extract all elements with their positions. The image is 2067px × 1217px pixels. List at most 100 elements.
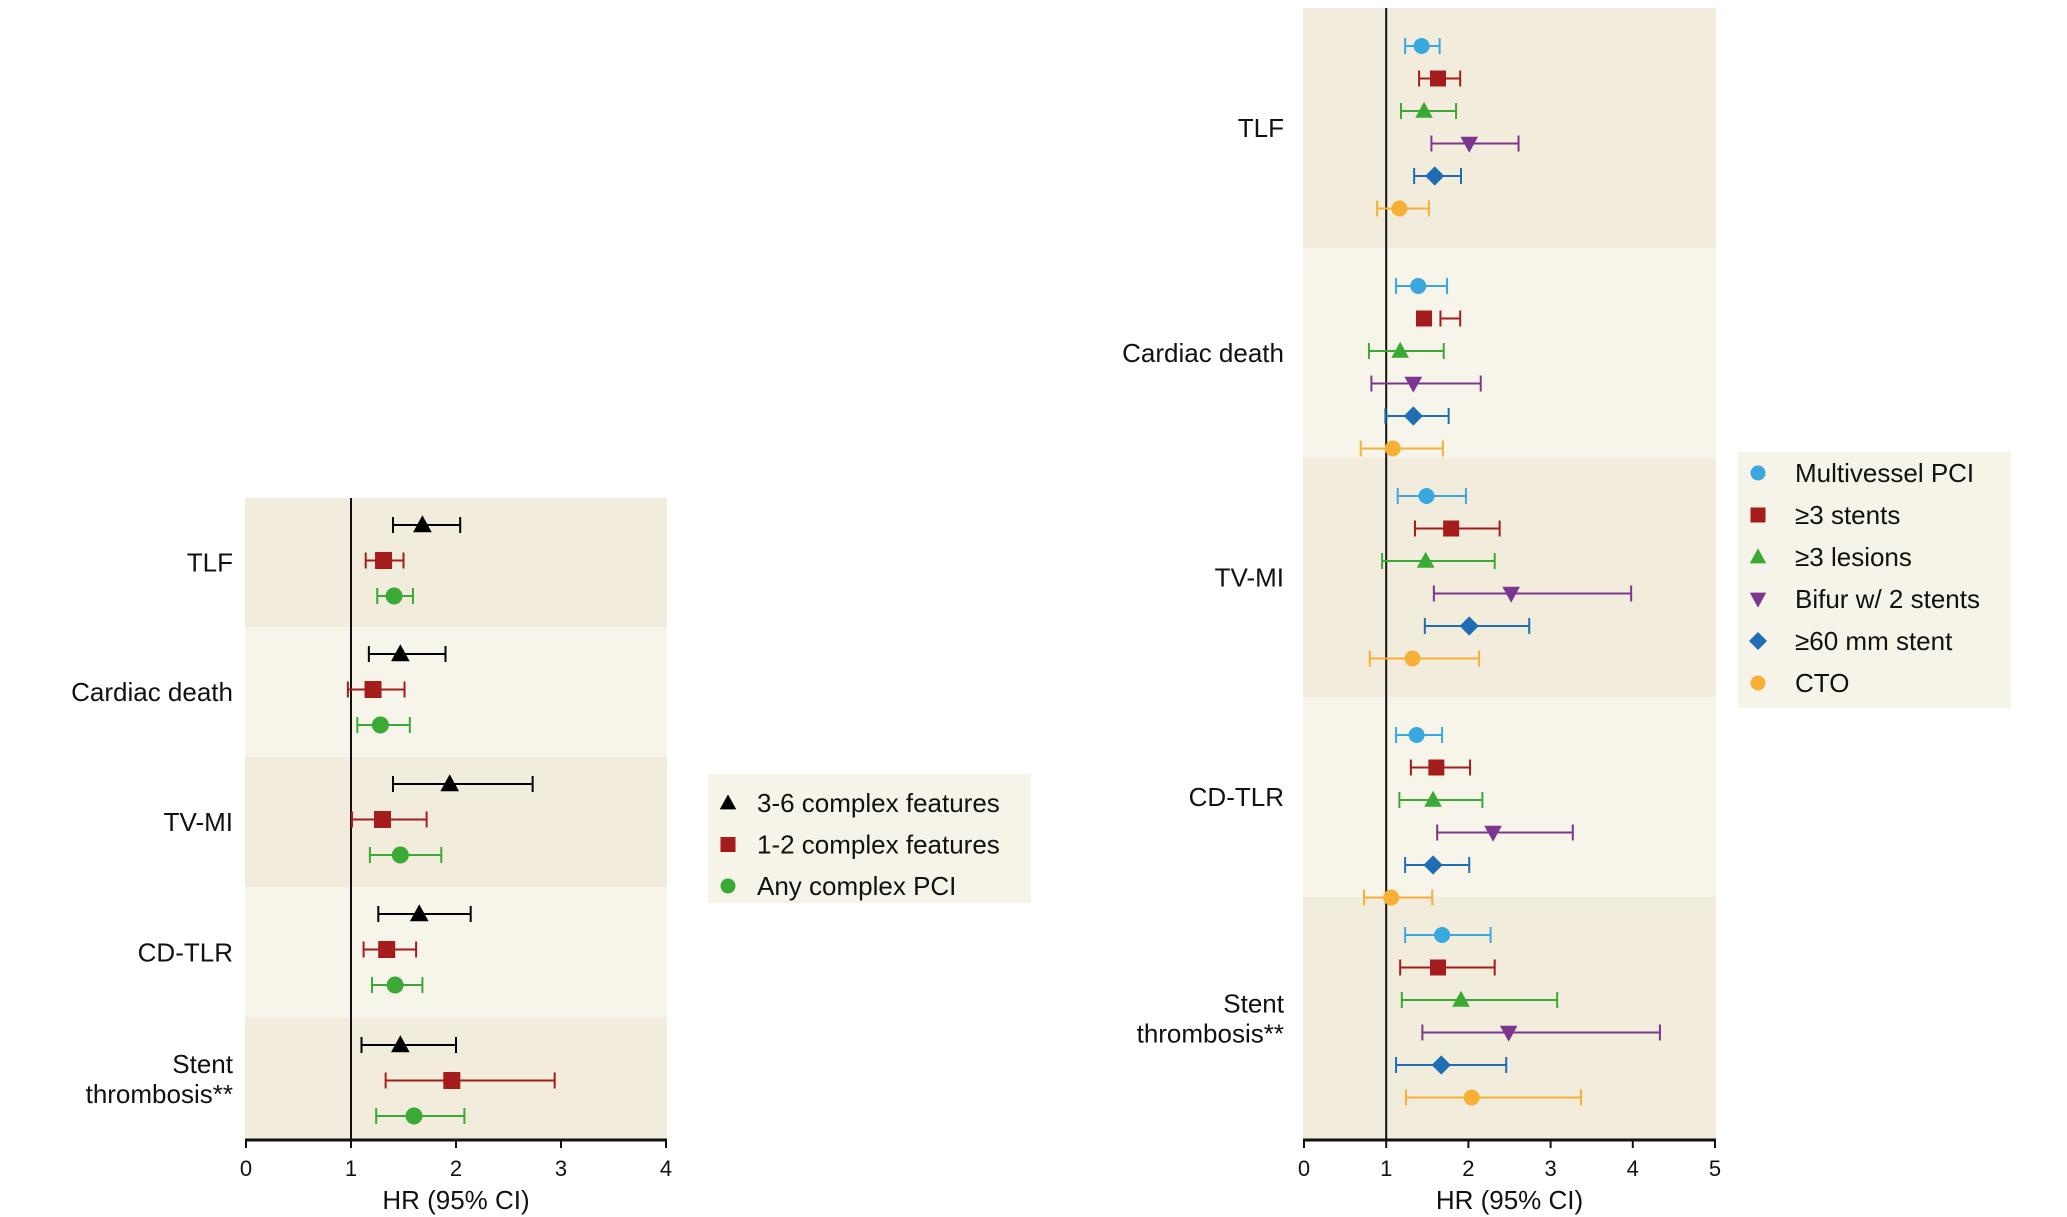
- data-point: [1398, 790, 1484, 808]
- data-point: [1413, 166, 1463, 186]
- data-point: [367, 644, 447, 662]
- data-point: [377, 904, 472, 922]
- legend-item: ≥3 lesions: [1749, 542, 1912, 572]
- data-point: [1376, 200, 1430, 217]
- hr-marker-triangle-up: [1391, 341, 1409, 358]
- forest-plot-complex-features: TLF Cardiac death TV-MI CD-TLR Stentthrombos…: [71, 498, 1031, 1215]
- hr-marker-triangle-up: [413, 515, 432, 533]
- category-band: [245, 498, 667, 627]
- data-point: [1359, 440, 1444, 457]
- data-point: [356, 716, 411, 734]
- legend-label: 3-6 complex features: [757, 788, 1000, 818]
- hr-marker-circle: [1383, 889, 1400, 906]
- data-point: [1404, 855, 1471, 875]
- hr-marker-diamond: [1403, 406, 1423, 426]
- x-tick-label: 4: [660, 1156, 672, 1181]
- data-point: [1404, 38, 1441, 54]
- category-band: [1303, 248, 1716, 458]
- hr-marker-triangle-down: [1502, 586, 1520, 603]
- data-point: [1363, 889, 1434, 906]
- legend-marker-square: [720, 837, 736, 852]
- hr-marker-square: [378, 941, 396, 958]
- legend: Multivessel PCI ≥3 stents ≥3 lesions Bifur …: [1738, 452, 2011, 708]
- hr-marker-square: [443, 1072, 461, 1089]
- hr-marker-circle: [1391, 200, 1408, 217]
- data-point: [1395, 727, 1444, 743]
- category-band: [1303, 458, 1716, 697]
- hr-marker-triangle-up: [1452, 990, 1470, 1007]
- data-point: [1395, 278, 1449, 294]
- x-tick-label: 1: [345, 1156, 357, 1181]
- category-label: Stent: [172, 1049, 233, 1079]
- data-point: [1395, 1055, 1508, 1075]
- legend-box: [1738, 452, 2011, 708]
- data-point: [1399, 101, 1458, 119]
- hr-marker-square: [374, 811, 391, 828]
- category-label: Cardiac death: [71, 677, 233, 707]
- legend-marker-circle: [1750, 465, 1766, 481]
- data-point: [1404, 1089, 1583, 1106]
- data-point: [1430, 135, 1520, 153]
- data-point: [1409, 759, 1472, 776]
- hr-marker-square: [364, 681, 382, 698]
- data-point: [1432, 585, 1633, 603]
- hr-marker-circle: [405, 1107, 423, 1125]
- x-tick-label: 5: [1709, 1156, 1721, 1181]
- legend-label: CTO: [1795, 668, 1849, 698]
- category-band: [245, 757, 667, 887]
- legend-item: CTO: [1750, 668, 1849, 698]
- legend-item: ≥60 mm stent: [1749, 626, 1953, 656]
- data-point: [371, 976, 424, 994]
- legend-marker-diamond: [1749, 632, 1767, 650]
- data-point: [376, 587, 414, 605]
- hr-marker-circle: [1418, 488, 1435, 504]
- data-point: [351, 811, 428, 828]
- legend-marker-circle: [1750, 675, 1766, 691]
- legend-marker-triangle-up: [719, 794, 737, 810]
- data-point: [1400, 990, 1559, 1008]
- data-point: [1368, 650, 1481, 667]
- hr-marker-square: [1429, 959, 1446, 976]
- hr-marker-circle: [1404, 650, 1421, 667]
- hr-marker-circle: [1408, 727, 1425, 743]
- legend-label: ≥3 lesions: [1795, 542, 1912, 572]
- hr-marker-square: [1416, 310, 1433, 327]
- legend-item: Bifur w/ 2 stents: [1749, 584, 1980, 614]
- category-label: CD-TLR: [1189, 782, 1284, 812]
- hr-marker-square: [1443, 520, 1460, 537]
- hr-marker-triangle-up: [391, 1035, 410, 1053]
- legend-item: ≥3 stents: [1750, 500, 1900, 530]
- legend-marker-triangle-down: [1749, 592, 1767, 608]
- hr-marker-circle: [371, 716, 389, 734]
- x-tick-label: 0: [1298, 1156, 1310, 1181]
- category-label: Cardiac death: [1122, 338, 1284, 368]
- x-axis-title: HR (95% CI): [1436, 1185, 1583, 1215]
- hr-marker-diamond: [1459, 616, 1479, 636]
- category-band: [245, 887, 667, 1018]
- legend-label: Multivessel PCI: [1795, 458, 1974, 488]
- hr-marker-circle: [1384, 440, 1401, 457]
- category-label: TV-MI: [1215, 563, 1284, 593]
- x-tick-label: 4: [1627, 1156, 1639, 1181]
- data-point: [392, 515, 462, 533]
- data-point: [1381, 551, 1496, 569]
- x-tick-label: 1: [1380, 1156, 1392, 1181]
- data-point: [362, 941, 418, 958]
- hr-marker-circle: [391, 846, 409, 864]
- hr-marker-triangle-up: [440, 774, 460, 792]
- hr-marker-triangle-up: [1416, 551, 1435, 568]
- data-point: [1418, 70, 1462, 87]
- hr-marker-circle: [386, 976, 404, 994]
- category-label: TLF: [187, 548, 233, 578]
- legend-marker-triangle-up: [1749, 548, 1767, 564]
- forest-plot-pci-components: TLF Cardiac death TV-MI CD-TLR Stentthrombos…: [1122, 8, 2011, 1215]
- hr-marker-circle: [1434, 927, 1451, 943]
- legend-marker-square: [1750, 507, 1766, 523]
- data-point: [392, 774, 534, 792]
- hr-marker-triangle-down: [1499, 1025, 1518, 1042]
- hr-marker-circle: [1413, 38, 1430, 54]
- legend-item: 1-2 complex features: [720, 830, 1000, 860]
- legend-box: [708, 774, 1031, 903]
- hr-marker-diamond: [1423, 855, 1443, 875]
